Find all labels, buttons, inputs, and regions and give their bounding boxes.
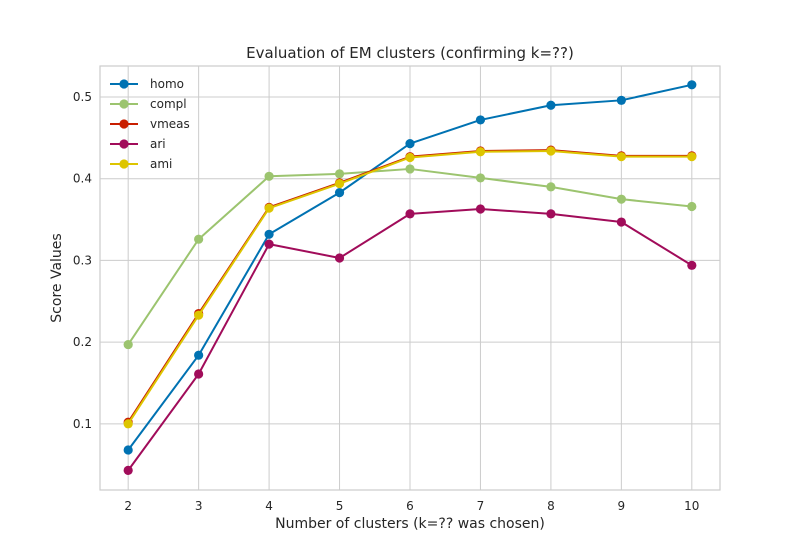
data-point-ami <box>616 152 626 162</box>
legend-label: vmeas <box>150 117 190 131</box>
data-point-ami <box>264 203 274 213</box>
data-point-homo <box>475 115 486 125</box>
ticks: 2 3 4 5 6 7 8 9 10 0.1 0.2 0.3 0.4 0.5 <box>73 90 700 513</box>
chart-title: Evaluation of EM clusters (confirming k=… <box>246 44 574 62</box>
legend-label: ari <box>150 137 166 151</box>
data-point-ari <box>616 217 626 227</box>
data-point-ari <box>475 204 486 214</box>
y-tick-label: 0.2 <box>73 335 92 349</box>
legend-marker <box>119 79 129 89</box>
data-point-ami <box>194 310 204 320</box>
data-point-ari <box>405 209 415 219</box>
data-point-compl <box>475 173 486 183</box>
x-tick-label: 3 <box>195 499 203 513</box>
legend-item-homo: homo <box>110 77 184 91</box>
data-point-compl <box>405 164 415 174</box>
legend-item-ami: ami <box>110 157 172 171</box>
legend-marker <box>119 99 129 109</box>
data-point-homo <box>546 100 556 110</box>
y-tick-label: 0.3 <box>73 253 92 267</box>
data-point-compl <box>123 339 133 350</box>
data-point-compl <box>194 234 204 244</box>
data-point-ami <box>123 419 133 429</box>
data-point-ami <box>334 179 345 189</box>
series-ami <box>123 146 697 429</box>
data-point-ami <box>687 152 697 162</box>
data-point-ari <box>334 253 345 263</box>
data-point-ami <box>405 152 415 163</box>
legend-item-compl: compl <box>110 97 187 111</box>
data-point-homo <box>123 445 133 455</box>
legend-label: compl <box>150 97 187 111</box>
series-compl <box>123 164 697 350</box>
x-tick-label: 2 <box>124 499 132 513</box>
data-point-ari <box>194 369 204 379</box>
data-point-homo <box>687 80 697 90</box>
x-tick-label: 8 <box>547 499 555 513</box>
data-point-compl <box>546 182 556 192</box>
data-point-compl <box>687 201 697 212</box>
x-tick-label: 4 <box>265 499 273 513</box>
data-point-ami <box>546 146 556 156</box>
x-tick-label: 9 <box>618 499 626 513</box>
legend-item-ari: ari <box>110 137 166 151</box>
y-tick-label: 0.4 <box>73 172 92 186</box>
legend-marker <box>119 139 129 149</box>
data-point-homo <box>334 188 345 198</box>
x-axis-label: Number of clusters (k=?? was chosen) <box>275 516 545 532</box>
data-point-compl <box>616 194 626 204</box>
legend-label: ami <box>150 157 172 171</box>
x-tick-label: 10 <box>684 499 699 513</box>
legend-item-vmeas: vmeas <box>110 117 190 131</box>
legend-label: homo <box>150 77 184 91</box>
x-tick-label: 6 <box>406 499 414 513</box>
y-axis-label: Score Values <box>49 233 65 322</box>
x-tick-label: 5 <box>336 499 344 513</box>
data-point-ari <box>546 209 556 219</box>
data-point-ari <box>687 260 697 270</box>
legend-marker <box>119 159 129 169</box>
y-tick-label: 0.1 <box>73 417 92 431</box>
legend-marker <box>119 119 129 129</box>
legend: homo compl vmeas ari ami <box>110 77 190 171</box>
data-point-ami <box>475 147 486 157</box>
data-point-compl <box>264 171 274 181</box>
series-ari <box>123 204 697 475</box>
series-group <box>123 80 697 475</box>
series-homo <box>123 80 697 455</box>
y-tick-label: 0.5 <box>73 90 92 104</box>
data-point-homo <box>616 95 626 105</box>
data-point-homo <box>264 229 274 239</box>
data-point-compl <box>334 169 345 179</box>
data-point-homo <box>405 139 415 149</box>
data-point-homo <box>194 350 204 360</box>
data-point-ari <box>123 465 133 475</box>
x-tick-label: 7 <box>477 499 485 513</box>
data-point-ari <box>264 239 274 249</box>
